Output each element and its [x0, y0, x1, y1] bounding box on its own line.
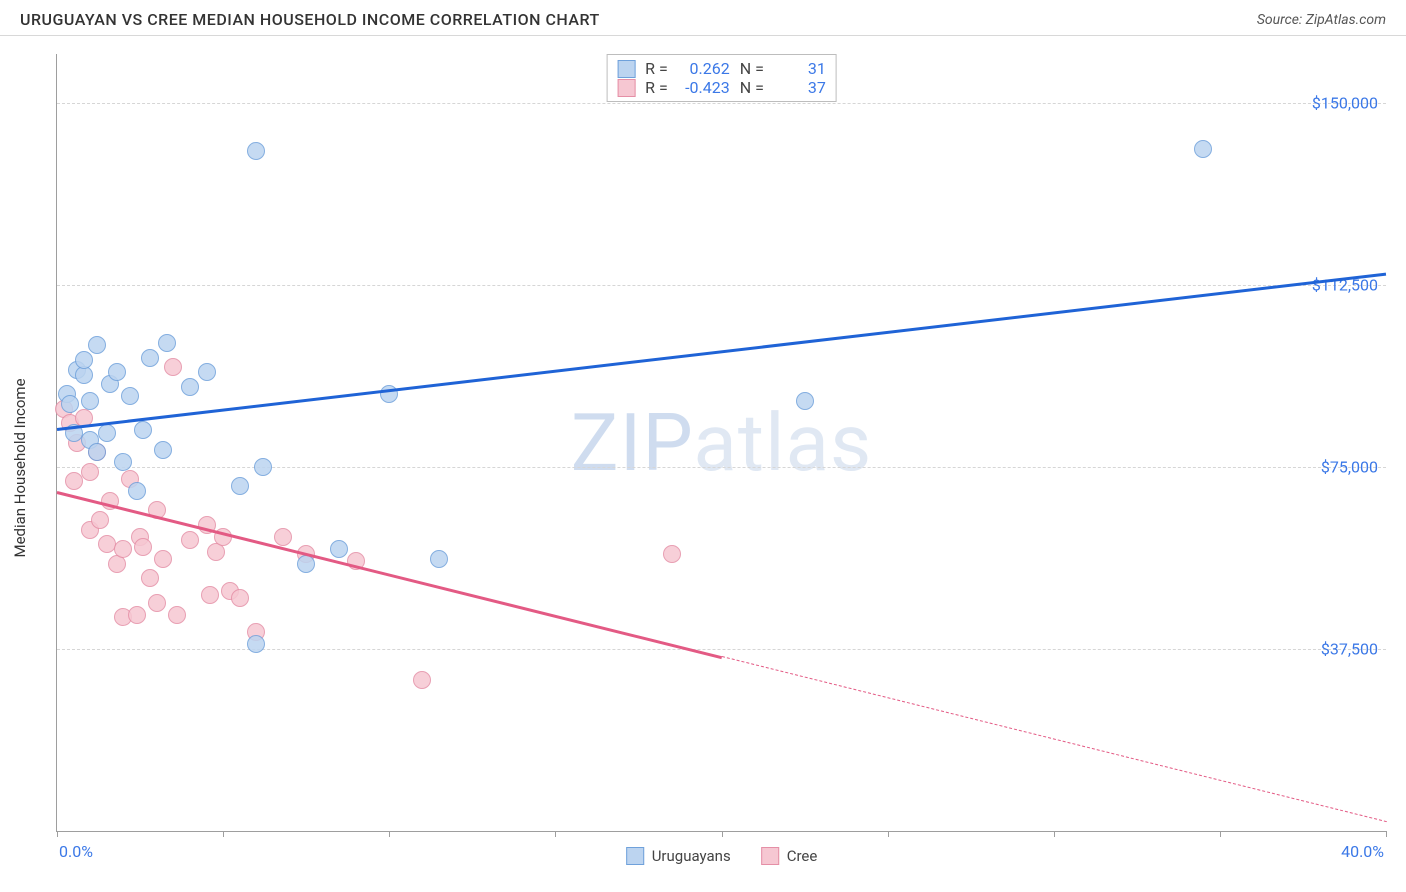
legend-item-b: Cree [761, 847, 818, 865]
point-series-b [141, 569, 159, 587]
watermark-brand-b: atlas [693, 396, 872, 490]
point-series-b [98, 535, 116, 553]
x-tick [1054, 831, 1055, 837]
source-attribution: Source: ZipAtlas.com [1257, 12, 1386, 28]
plot-region: ZIPatlas R = 0.262 N = 31 R = -0.423 N =… [56, 54, 1386, 832]
series-a-label: Uruguayans [652, 847, 731, 865]
point-series-b [65, 472, 83, 490]
trendline-series-a [57, 273, 1386, 431]
point-series-b [201, 586, 219, 604]
r-value-b: -0.423 [678, 78, 730, 97]
legend-row-b: R = -0.423 N = 37 [617, 78, 826, 97]
trendline-series-b-extrapolated [721, 656, 1386, 822]
point-series-a [796, 392, 814, 410]
point-series-b [231, 589, 249, 607]
point-series-b [128, 606, 146, 624]
point-series-a [88, 336, 106, 354]
x-tick [888, 831, 889, 837]
point-series-a [75, 351, 93, 369]
swatch-series-a [617, 60, 635, 78]
n-label: N = [740, 59, 764, 78]
legend-item-a: Uruguayans [626, 847, 731, 865]
point-series-a [1194, 140, 1212, 158]
y-tick-label: $75,000 [1321, 457, 1378, 476]
n-label: N = [740, 78, 764, 97]
r-label: R = [645, 78, 668, 97]
point-series-a [198, 363, 216, 381]
point-series-a [430, 550, 448, 568]
correlation-legend: R = 0.262 N = 31 R = -0.423 N = 37 [606, 54, 837, 102]
x-axis-end-label: 40.0% [1341, 842, 1384, 861]
point-series-b [274, 528, 292, 546]
point-series-b [81, 463, 99, 481]
point-series-b [154, 550, 172, 568]
y-tick-label: $150,000 [1312, 93, 1378, 112]
swatch-series-b [761, 847, 779, 865]
legend-row-a: R = 0.262 N = 31 [617, 59, 826, 78]
point-series-a [154, 441, 172, 459]
point-series-a [114, 453, 132, 471]
point-series-a [98, 424, 116, 442]
x-axis-start-label: 0.0% [59, 842, 93, 861]
chart-title: URUGUAYAN VS CREE MEDIAN HOUSEHOLD INCOM… [20, 10, 600, 29]
point-series-a [128, 482, 146, 500]
swatch-series-b [617, 79, 635, 97]
point-series-a [158, 334, 176, 352]
x-tick [223, 831, 224, 837]
x-tick [1386, 831, 1387, 837]
gridline [57, 103, 1386, 104]
point-series-b [164, 358, 182, 376]
point-series-a [134, 421, 152, 439]
y-axis-label: Median Household Income [11, 378, 29, 557]
point-series-b [148, 594, 166, 612]
r-label: R = [645, 59, 668, 78]
point-series-b [114, 540, 132, 558]
x-tick [722, 831, 723, 837]
n-value-a: 31 [774, 59, 826, 78]
chart-header: URUGUAYAN VS CREE MEDIAN HOUSEHOLD INCOM… [0, 0, 1406, 36]
n-value-b: 37 [774, 78, 826, 97]
y-tick-label: $37,500 [1321, 639, 1378, 658]
x-tick [389, 831, 390, 837]
point-series-a [181, 378, 199, 396]
point-series-a [330, 540, 348, 558]
swatch-series-a [626, 847, 644, 865]
chart-area: Median Household Income ZIPatlas R = 0.2… [0, 44, 1406, 892]
series-b-label: Cree [787, 847, 818, 865]
point-series-a [141, 349, 159, 367]
x-tick [555, 831, 556, 837]
point-series-a [121, 387, 139, 405]
point-series-b [168, 606, 186, 624]
point-series-b [91, 511, 109, 529]
point-series-a [61, 395, 79, 413]
series-legend: Uruguayans Cree [626, 847, 818, 865]
point-series-a [247, 635, 265, 653]
point-series-a [297, 555, 315, 573]
watermark-brand-a: ZIP [571, 396, 694, 490]
watermark: ZIPatlas [571, 396, 873, 490]
x-tick [57, 831, 58, 837]
point-series-a [88, 443, 106, 461]
point-series-b [181, 531, 199, 549]
point-series-a [81, 392, 99, 410]
gridline [57, 285, 1386, 286]
point-series-b [134, 538, 152, 556]
point-series-b [663, 545, 681, 563]
point-series-a [231, 477, 249, 495]
x-tick [1220, 831, 1221, 837]
point-series-a [108, 363, 126, 381]
point-series-b [413, 671, 431, 689]
point-series-a [247, 142, 265, 160]
point-series-a [254, 458, 272, 476]
r-value-a: 0.262 [678, 59, 730, 78]
